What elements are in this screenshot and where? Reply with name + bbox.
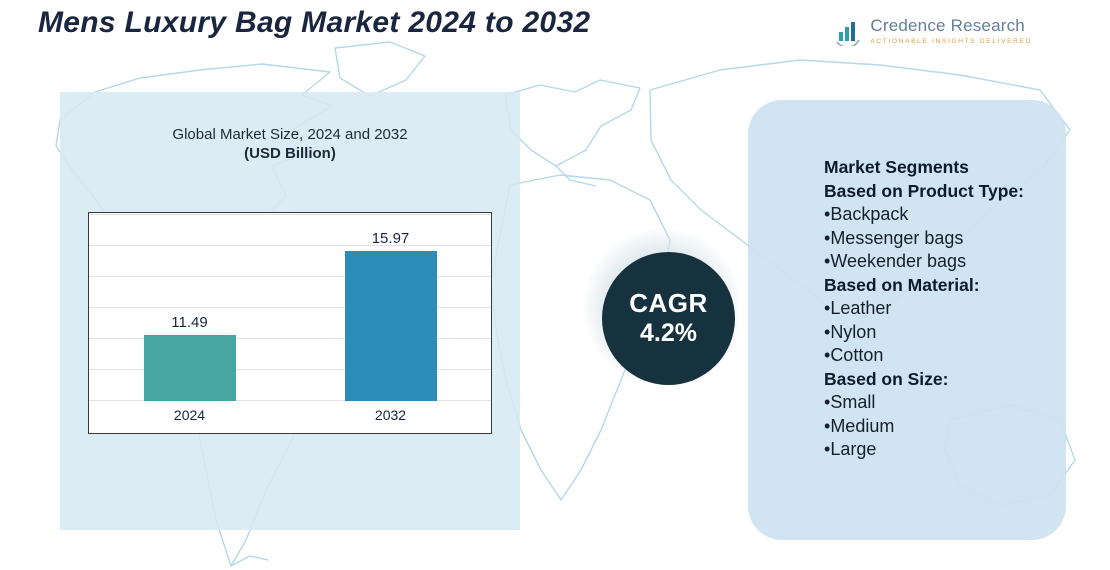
bullet-icon: • (824, 392, 831, 412)
bar-group-2024: 11.49 (115, 314, 265, 401)
segments-heading-material: Based on Material: (824, 274, 980, 295)
bullet-icon: • (824, 321, 831, 342)
segment-item: •Cotton (824, 344, 1048, 368)
bar-group-2032: 15.97 (316, 230, 466, 401)
bullet-icon: • (824, 439, 831, 459)
bar-2024 (143, 335, 236, 401)
logo: Credence Research Actionable Insights De… (833, 16, 1032, 51)
chart-subtitle: (USD Billion) (244, 145, 336, 162)
category-label-2024: 2024 (173, 407, 206, 423)
segment-item: •Nylon (824, 321, 1048, 345)
segment-item: •Medium (824, 415, 1048, 439)
segment-item-label: Leather (830, 298, 892, 318)
segment-item-label: Medium (830, 415, 895, 436)
segment-item: •Large (824, 438, 1048, 462)
cagr-value: 4.2% (640, 319, 697, 348)
chart-title: Global Market Size, 2024 and 2032 (172, 126, 408, 143)
bar-chart: 11.49 15.97 2024 2032 (88, 212, 492, 434)
page-title: Mens Luxury Bag Market 2024 to 2032 (38, 6, 591, 39)
segment-item: •Backpack (824, 203, 1048, 227)
logo-chart-icon (833, 16, 863, 51)
segment-item: •Messenger bags (824, 227, 1048, 251)
segments-title: Market Segments (824, 157, 969, 177)
bullet-icon: • (824, 251, 831, 271)
logo-tagline: Actionable Insights Delivered (870, 38, 1032, 45)
segment-item-label: Cotton (830, 345, 884, 365)
segment-item-label: Backpack (830, 204, 909, 224)
segment-item: •Weekender bags (824, 250, 1048, 274)
category-label-2032: 2032 (374, 407, 407, 423)
segment-item-label: Nylon (830, 321, 877, 342)
bar-value-label-2032: 15.97 (371, 230, 410, 247)
plot-area: 11.49 15.97 (89, 213, 491, 401)
segment-item: •Small (824, 391, 1048, 415)
segments-heading-size: Based on Size: (824, 368, 949, 389)
market-size-panel: Global Market Size, 2024 and 2032 (USD B… (60, 92, 520, 530)
segments-panel: Market Segments Based on Product Type: •… (748, 100, 1066, 540)
cagr-badge: CAGR 4.2% (602, 252, 735, 385)
bar-2032 (344, 251, 437, 401)
bullet-icon: • (824, 298, 831, 318)
bullet-icon: • (824, 204, 831, 224)
logo-name: Credence Research (870, 16, 1025, 35)
segment-item-label: Weekender bags (830, 251, 967, 271)
bullet-icon: • (824, 345, 831, 365)
segment-item-label: Small (830, 392, 876, 412)
segments-heading-product-type: Based on Product Type: (824, 180, 1024, 201)
segment-item-label: Messenger bags (830, 227, 964, 248)
cagr-label: CAGR (629, 288, 708, 319)
bar-value-label-2024: 11.49 (171, 314, 208, 331)
segment-item: •Leather (824, 297, 1048, 321)
segment-item-label: Large (830, 439, 877, 459)
bullet-icon: • (824, 415, 831, 436)
category-axis: 2024 2032 (89, 401, 491, 433)
bullet-icon: • (824, 227, 831, 248)
